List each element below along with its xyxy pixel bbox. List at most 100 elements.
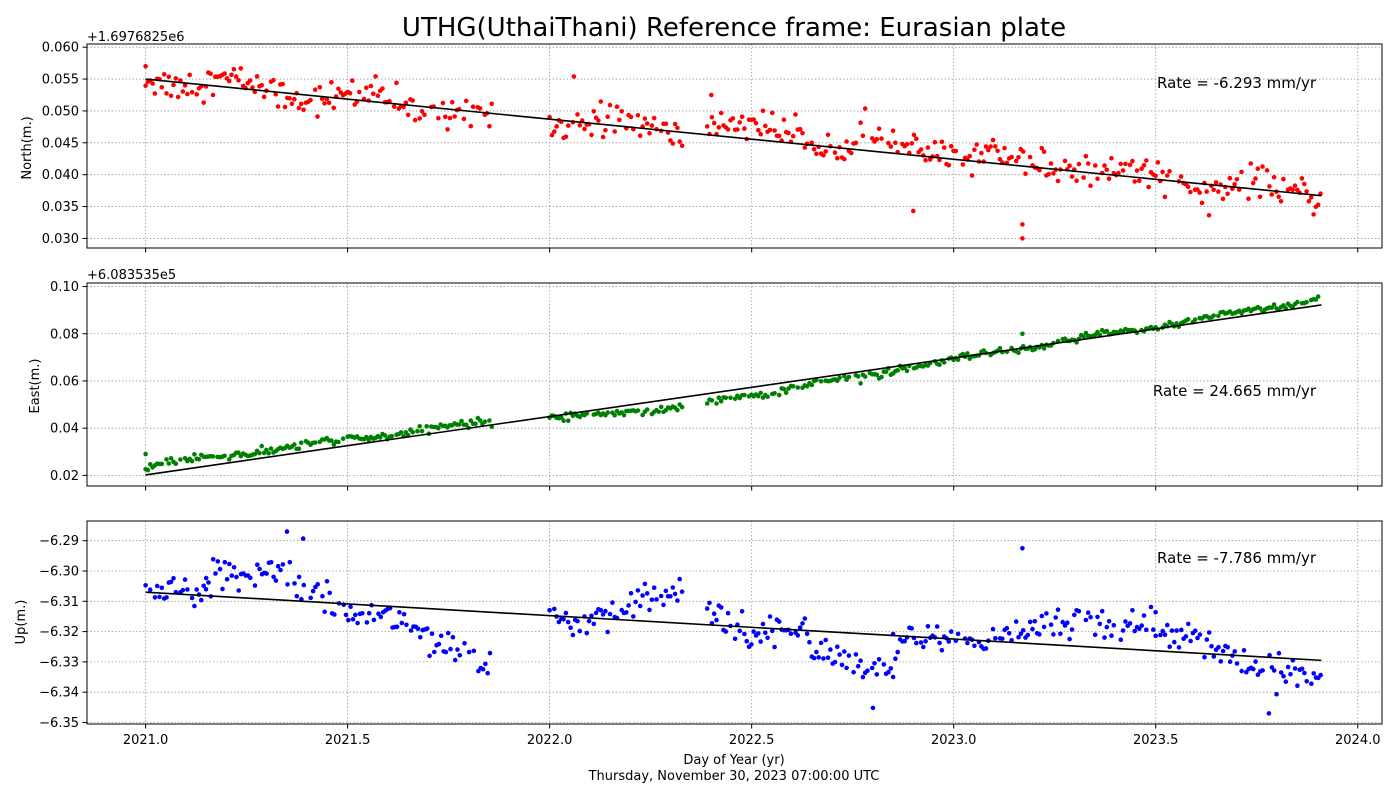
up-data-point bbox=[320, 593, 325, 599]
east-data-point bbox=[846, 374, 852, 380]
east-data-point bbox=[222, 453, 227, 459]
east-data-point bbox=[1304, 299, 1309, 305]
east-data-point bbox=[658, 404, 664, 410]
up-data-point bbox=[1069, 627, 1075, 632]
east-data-point bbox=[264, 447, 269, 453]
north-data-point bbox=[391, 104, 397, 109]
up-data-point bbox=[633, 599, 638, 605]
up-data-point bbox=[300, 536, 306, 541]
up-data-point bbox=[273, 578, 279, 583]
north-data-point bbox=[326, 100, 332, 105]
up-data-point bbox=[364, 620, 370, 625]
north-data-point bbox=[969, 173, 975, 178]
up-data-point bbox=[1141, 613, 1147, 618]
up-data-point bbox=[811, 655, 817, 661]
east-data-point bbox=[210, 454, 216, 459]
north-data-point bbox=[287, 96, 292, 101]
east-data-point bbox=[714, 401, 719, 406]
up-data-point bbox=[888, 666, 894, 671]
north-data-point bbox=[1020, 149, 1026, 154]
up-data-point bbox=[487, 650, 493, 656]
east-data-point bbox=[164, 457, 169, 462]
x-tick-label: 2022.5 bbox=[729, 733, 775, 748]
up-data-point bbox=[1020, 546, 1025, 551]
north-data-point bbox=[1144, 158, 1149, 163]
north-rate-label: Rate = -6.293 mm/yr bbox=[1157, 74, 1317, 92]
up-data-point bbox=[1169, 628, 1175, 633]
north-data-point bbox=[357, 89, 362, 95]
up-data-point bbox=[860, 674, 866, 680]
north-data-point bbox=[189, 89, 195, 95]
east-data-point bbox=[1216, 313, 1221, 319]
up-data-point bbox=[275, 563, 281, 569]
up-data-point bbox=[483, 661, 488, 667]
east-data-point bbox=[145, 467, 151, 473]
east-data-point bbox=[776, 392, 782, 398]
up-data-point bbox=[776, 619, 782, 624]
up-data-point bbox=[577, 628, 583, 634]
north-data-point bbox=[175, 94, 181, 100]
up-data-point bbox=[1030, 626, 1035, 632]
up-data-point bbox=[672, 591, 678, 597]
east-data-point bbox=[415, 428, 420, 434]
up-data-point bbox=[1153, 633, 1158, 639]
east-data-point bbox=[196, 457, 202, 462]
north-data-point bbox=[1109, 156, 1114, 161]
north-data-point bbox=[739, 114, 745, 120]
north-data-point bbox=[772, 128, 777, 133]
north-data-point bbox=[182, 83, 188, 88]
up-data-point bbox=[1111, 623, 1117, 628]
north-data-point bbox=[909, 141, 914, 146]
up-y-tick-label: −6.32 bbox=[39, 625, 79, 640]
up-data-point bbox=[427, 653, 432, 659]
north-data-point bbox=[1267, 184, 1272, 189]
north-data-point bbox=[1162, 194, 1168, 200]
north-data-point bbox=[210, 92, 216, 98]
north-data-point bbox=[888, 144, 894, 149]
up-data-point bbox=[869, 665, 875, 671]
up-data-point bbox=[714, 617, 719, 623]
east-data-point bbox=[728, 395, 733, 401]
north-data-point bbox=[577, 123, 583, 128]
north-data-point bbox=[1257, 194, 1263, 200]
east-data-point bbox=[487, 418, 492, 423]
up-data-point bbox=[925, 624, 931, 629]
east-data-point bbox=[756, 393, 761, 399]
up-data-point bbox=[1120, 628, 1126, 633]
up-data-point bbox=[1148, 604, 1154, 610]
up-data-point bbox=[923, 639, 928, 644]
east-data-point bbox=[1257, 306, 1263, 311]
up-data-point bbox=[1151, 627, 1156, 632]
up-data-point bbox=[990, 626, 996, 632]
up-data-point bbox=[993, 636, 998, 641]
north-data-point bbox=[758, 131, 763, 137]
up-data-point bbox=[1218, 659, 1224, 664]
north-y-tick-label: 0.040 bbox=[42, 168, 79, 183]
x-tick-label: 2023.0 bbox=[931, 733, 977, 748]
up-data-point bbox=[675, 598, 680, 603]
north-data-point bbox=[1153, 173, 1158, 179]
north-data-point bbox=[422, 112, 427, 118]
up-data-point bbox=[1085, 610, 1091, 615]
up-data-point bbox=[285, 582, 290, 587]
north-data-point bbox=[679, 143, 685, 149]
north-data-point bbox=[1250, 180, 1256, 186]
up-data-point bbox=[1285, 664, 1291, 670]
up-data-point bbox=[324, 579, 330, 584]
east-data-point bbox=[874, 372, 880, 378]
up-data-point bbox=[322, 609, 328, 615]
east-data-point bbox=[1104, 328, 1110, 334]
north-y-tick-label: 0.060 bbox=[42, 41, 79, 56]
north-data-point bbox=[1204, 189, 1209, 194]
north-data-point bbox=[1132, 179, 1137, 184]
north-data-point bbox=[180, 89, 186, 94]
east-data-point bbox=[941, 360, 947, 365]
north-data-point bbox=[208, 71, 213, 76]
up-data-point bbox=[711, 611, 717, 616]
north-data-point bbox=[350, 78, 355, 83]
north-data-point bbox=[222, 71, 227, 76]
east-data-point bbox=[259, 443, 265, 449]
north-data-point bbox=[1248, 161, 1254, 166]
up-data-point bbox=[222, 559, 228, 565]
